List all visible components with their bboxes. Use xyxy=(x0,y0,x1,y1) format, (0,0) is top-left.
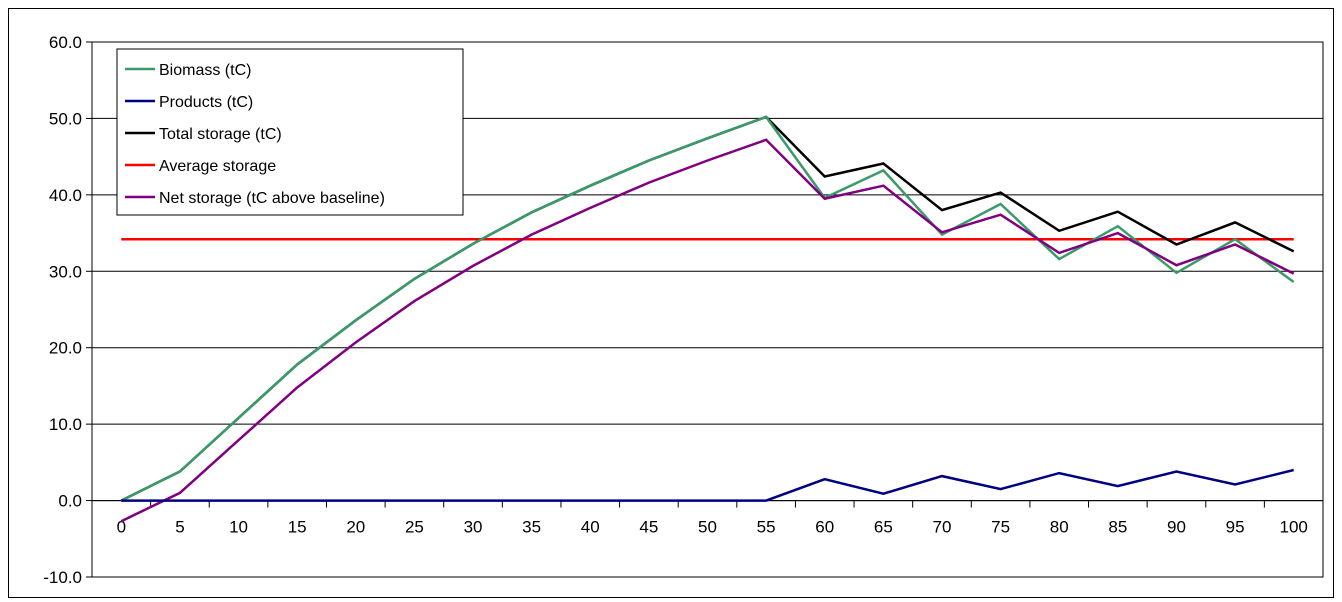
legend-label: Products (tC) xyxy=(159,94,253,111)
legend-box xyxy=(116,48,464,216)
y-tick-label: 20.0 xyxy=(49,339,82,358)
x-tick-label: 50 xyxy=(698,518,717,537)
x-tick-label: 80 xyxy=(1050,518,1069,537)
x-tick-label: 45 xyxy=(639,518,658,537)
y-tick-labels: -10.0 0.0 10.0 20.0 30.0 40.0 50.0 60.0 xyxy=(43,33,82,587)
x-tick-label: 75 xyxy=(991,518,1010,537)
y-tick-label: 0.0 xyxy=(58,492,82,511)
x-tick-label: 15 xyxy=(288,518,307,537)
x-tick-label: 5 xyxy=(175,518,184,537)
legend-label: Total storage (tC) xyxy=(159,126,282,143)
x-tick-label: 70 xyxy=(933,518,952,537)
x-tick-labels: 0 5 10 15 20 25 30 35 40 45 50 55 60 65 70 75 80 85 90 95 10… xyxy=(117,518,1308,537)
x-tick-label: 95 xyxy=(1226,518,1245,537)
x-tick-label: 25 xyxy=(405,518,424,537)
y-tick-label: 50.0 xyxy=(49,109,82,128)
x-tick-label: 55 xyxy=(757,518,776,537)
legend: Biomass (tC) Products (tC) Total storage (… xyxy=(116,48,464,216)
legend-label: Biomass (tC) xyxy=(159,62,251,79)
x-tick-label: 85 xyxy=(1108,518,1127,537)
x-tick-label: 10 xyxy=(229,518,248,537)
legend-label: Average storage xyxy=(159,158,276,175)
x-tick-label: 40 xyxy=(581,518,600,537)
y-tick-label: 10.0 xyxy=(49,415,82,434)
series-lines xyxy=(120,115,1295,523)
legend-label: Net storage (tC above baseline) xyxy=(159,190,385,207)
series-line-net-storage-tc-above-baseline xyxy=(120,138,1295,523)
y-tick-label: 60.0 xyxy=(49,33,82,52)
x-tick-label: 65 xyxy=(874,518,893,537)
x-tick-label: 60 xyxy=(815,518,834,537)
x-tick-label: 0 xyxy=(117,518,126,537)
y-tick-label: 30.0 xyxy=(49,262,82,281)
series-line-products-tc xyxy=(121,468,1295,502)
x-tick-label: 35 xyxy=(522,518,541,537)
y-tick-label: -10.0 xyxy=(43,568,82,587)
y-tick-label: 40.0 xyxy=(49,186,82,205)
x-tick-label: 20 xyxy=(346,518,365,537)
x-tick-label: 90 xyxy=(1167,518,1186,537)
x-tick-label: 30 xyxy=(464,518,483,537)
x-tick-label: 100 xyxy=(1280,518,1308,537)
series-line-biomass-tc xyxy=(120,115,1295,502)
